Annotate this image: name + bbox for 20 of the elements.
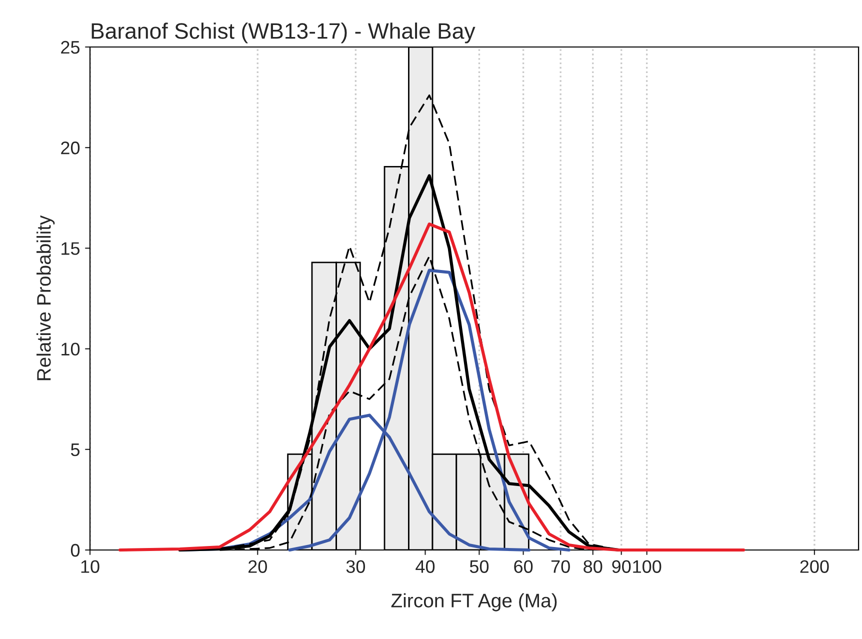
x-axis-title: Zircon FT Age (Ma) bbox=[391, 593, 557, 612]
x-tick-label: 80 bbox=[584, 560, 602, 573]
x-tick-label: 60 bbox=[514, 560, 533, 573]
x-tick-label: 10 bbox=[81, 560, 100, 573]
x-tick-label: 70 bbox=[551, 560, 570, 573]
x-tick-label: 90 bbox=[612, 560, 631, 573]
y-tick-label: 15 bbox=[62, 242, 80, 255]
y-axis-title: Relative Probability bbox=[36, 215, 55, 380]
x-tick-label: 30 bbox=[346, 560, 366, 573]
x-tick-label: 20 bbox=[248, 560, 267, 573]
y-tick-label: 25 bbox=[61, 40, 80, 54]
y-tick-label: 10 bbox=[62, 342, 80, 356]
x-tick-label: 50 bbox=[470, 560, 489, 573]
x-tick-label: 200 bbox=[800, 560, 829, 573]
x-tick-label: 100 bbox=[633, 560, 662, 573]
x-tick-label: 40 bbox=[416, 560, 435, 573]
y-tick-label: 0 bbox=[70, 544, 80, 557]
y-tick-label: 20 bbox=[61, 142, 80, 154]
chart-title: Baranof Schist (WB13-17) - Whale Bay bbox=[92, 22, 476, 44]
y-tick-label: 5 bbox=[70, 444, 80, 456]
